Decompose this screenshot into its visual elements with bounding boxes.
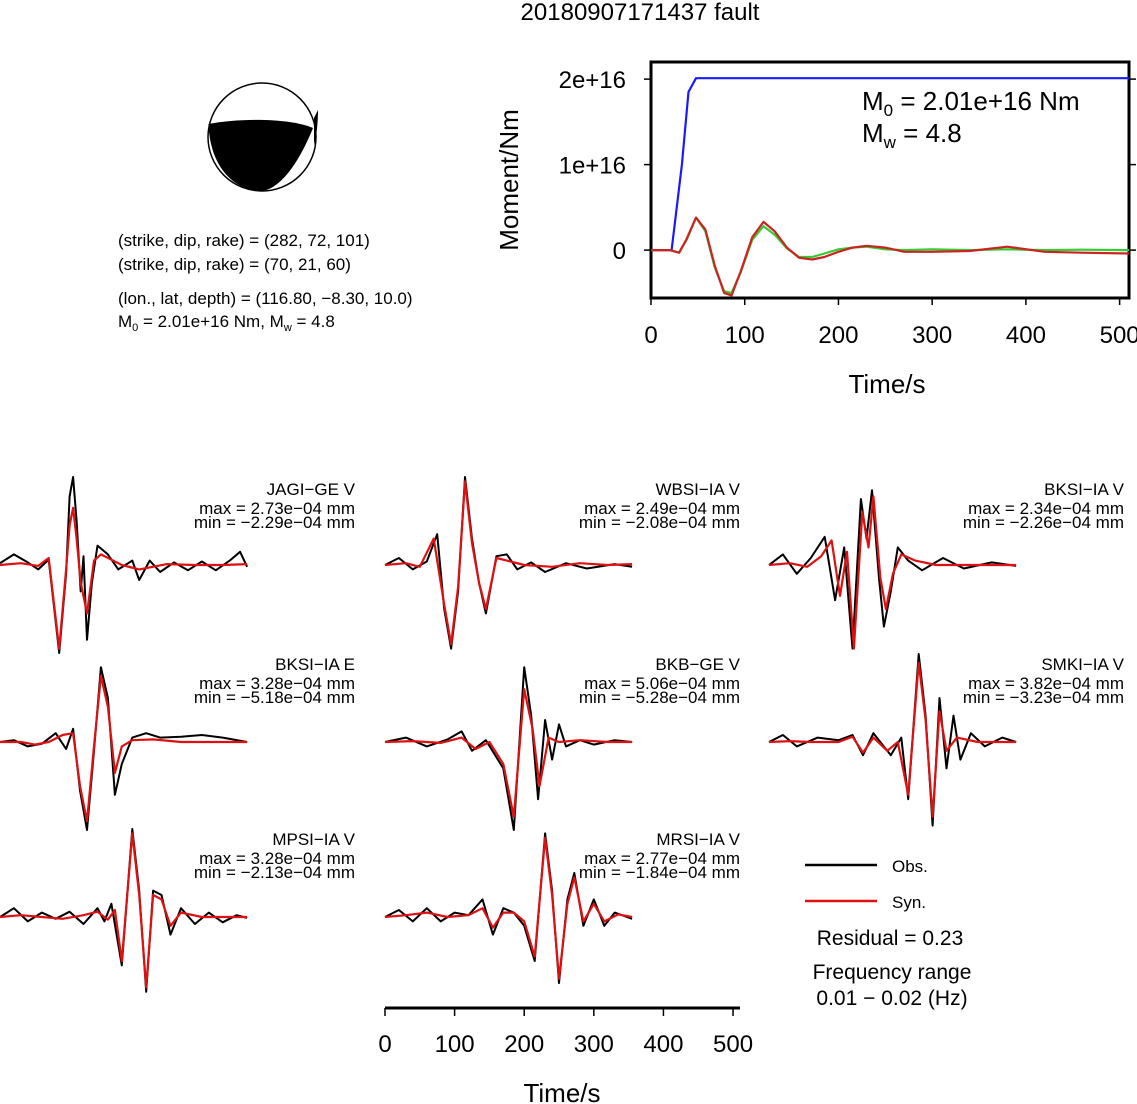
figure-title: 20180907171437 fault: [521, 0, 760, 26]
waveform-xtick-label-500: 500: [713, 1031, 753, 1058]
waveform-min-label-6: min = −2.13e−04 mm: [194, 863, 355, 882]
waveform-station-label-1: WBSI−IA V: [655, 480, 740, 499]
waveform-syn-5: [768, 661, 1017, 818]
waveform-syn-3: [0, 674, 248, 823]
waveform-station-label-2: BKSI−IA V: [1044, 480, 1125, 499]
moment-y-axis: 0 1e+16 2e+16: [559, 67, 1136, 265]
waveform-syn-4: [384, 688, 633, 818]
frequency-range-title: Frequency range: [813, 961, 972, 984]
waveform-syn-7: [384, 836, 633, 980]
moment-xtick-label-200: 200: [818, 322, 858, 349]
waveform-station-label-3: BKSI−IA E: [275, 655, 355, 674]
waveform-xlabel: Time/s: [523, 1078, 600, 1104]
moment-mw-annotation: Mw = 4.8: [862, 118, 962, 152]
moment-x-axis: 0 100 200 300 400 500: [644, 298, 1137, 349]
moment-xtick-label-500: 500: [1100, 322, 1137, 349]
mechanism-line2: (strike, dip, rake) = (70, 21, 60): [118, 255, 351, 274]
waveform-xtick-label-400: 400: [643, 1031, 683, 1058]
waveform-x-axis: 0 100 200 300 400 500: [378, 1006, 753, 1058]
moment-m0-annotation: M0 = 2.01e+16 Nm: [862, 86, 1080, 120]
waveform-min-label-1: min = −2.08e−04 mm: [579, 513, 740, 532]
waveform-max-label-2: max = 2.34e−04 mm: [968, 499, 1124, 518]
legend-obs-label: Obs.: [892, 857, 928, 876]
waveform-max-label-0: max = 2.73e−04 mm: [199, 499, 355, 518]
waveform-obs-3: [0, 666, 248, 831]
moment-xtick-label-100: 100: [725, 322, 765, 349]
waveform-station-label-4: BKB−GE V: [655, 655, 740, 674]
waveform-min-label-3: min = −5.18e−04 mm: [194, 688, 355, 707]
beachball-compressional-sliver: [314, 110, 318, 145]
moment-ytick-label-0: 0: [613, 238, 626, 265]
beachball-compressional-quadrant: [208, 119, 313, 191]
waveform-max-label-7: max = 2.77e−04 mm: [584, 849, 740, 868]
moment-plot: 0 100 200 300 400 500 0 1e+16 2e+16 Moment/Nm T…: [494, 60, 1137, 399]
waveform-min-label-0: min = −2.29e−04 mm: [194, 513, 355, 532]
waveform-syn-2: [768, 495, 1017, 650]
moment-xtick-label-400: 400: [1006, 322, 1046, 349]
waveform-syn-1: [384, 480, 633, 646]
moment-plot-frame: [649, 60, 1131, 300]
waveform-station-label-6: MPSI−IA V: [272, 830, 355, 849]
waveform-station-label-5: SMKI−IA V: [1041, 655, 1124, 674]
moment-xlabel: Time/s: [848, 369, 925, 399]
waveform-min-label-4: min = −5.28e−04 mm: [579, 688, 740, 707]
moment-ylabel: Moment/Nm: [494, 109, 524, 251]
waveform-xtick-label-0: 0: [378, 1031, 391, 1058]
waveform-station-label-7: MRSI−IA V: [656, 830, 740, 849]
waveform-xtick-label-200: 200: [504, 1031, 544, 1058]
waveform-syn-6: [0, 832, 248, 989]
mechanism-line1: (strike, dip, rake) = (282, 72, 101): [118, 231, 370, 250]
residual-label: Residual = 0.23: [817, 927, 964, 950]
moment-ytick-label-1: 1e+16: [559, 153, 626, 180]
waveform-max-label-5: max = 3.82e−04 mm: [968, 674, 1124, 693]
legend: Obs. Syn. Residual = 0.23 Frequency rang…: [805, 857, 971, 1010]
moment-xtick-label-300: 300: [912, 322, 952, 349]
waveform-xtick-label-100: 100: [435, 1031, 475, 1058]
waveform-min-label-7: min = −1.84e−04 mm: [579, 863, 740, 882]
waveform-max-label-3: max = 3.28e−04 mm: [199, 674, 355, 693]
legend-syn-label: Syn.: [892, 893, 926, 912]
waveform-syn-0: [0, 506, 248, 650]
waveform-min-label-5: min = −3.23e−04 mm: [963, 688, 1124, 707]
mechanism-line3: (lon., lat, depth) = (116.80, −8.30, 10.…: [118, 289, 413, 308]
waveform-max-label-4: max = 5.06e−04 mm: [584, 674, 740, 693]
waveform-max-label-1: max = 2.49e−04 mm: [584, 499, 740, 518]
waveform-xtick-label-300: 300: [574, 1031, 614, 1058]
waveform-max-label-6: max = 3.28e−04 mm: [199, 849, 355, 868]
waveform-min-label-2: min = −2.26e−04 mm: [963, 513, 1124, 532]
beachball: [207, 82, 318, 192]
frequency-range-value: 0.01 − 0.02 (Hz): [816, 987, 967, 1010]
moment-series-1: [651, 216, 1130, 294]
mechanism-line4: M0 = 2.01e+16 Nm, Mw = 4.8: [118, 312, 335, 334]
moment-series-group: [651, 77, 1130, 297]
moment-xtick-label-0: 0: [644, 322, 657, 349]
moment-ytick-label-2: 2e+16: [559, 67, 626, 94]
waveform-obs-2: [768, 489, 1017, 650]
waveform-station-label-0: JAGI−GE V: [267, 480, 356, 499]
moment-series-2: [651, 216, 1130, 297]
